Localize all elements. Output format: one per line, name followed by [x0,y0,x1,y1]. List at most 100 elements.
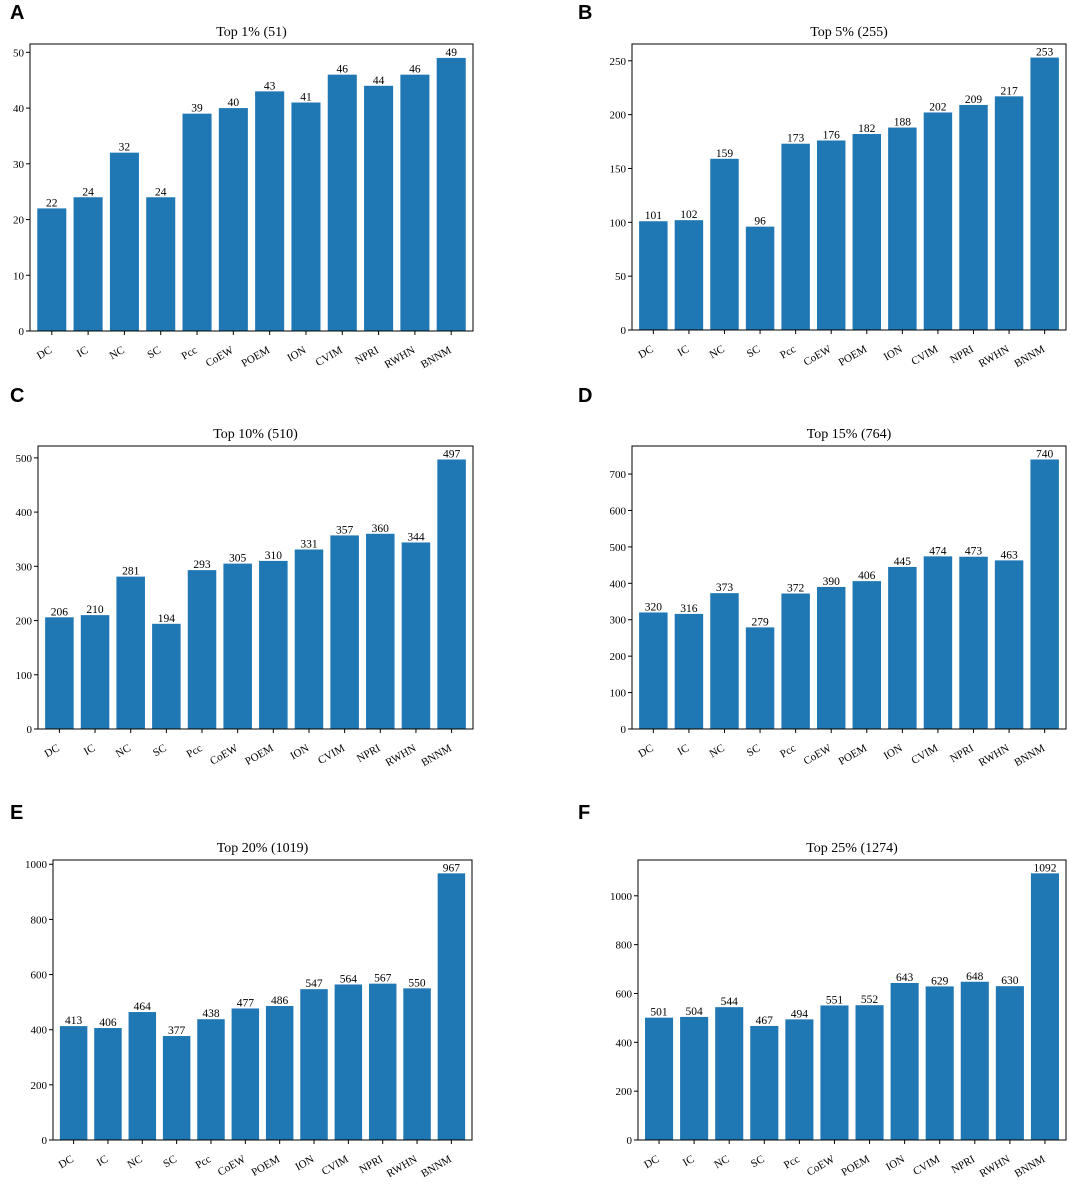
y-tick-label: 600 [31,970,48,982]
data-label: 202 [929,101,947,113]
data-label: 39 [191,103,203,115]
data-label: 24 [82,186,94,198]
bar-ic [674,220,704,330]
bar-dc [639,612,668,729]
x-tick-label: RWHN [978,1153,1013,1180]
y-tick-label: 800 [616,940,633,952]
data-label: 344 [407,531,425,543]
data-label: 1092 [1033,862,1056,874]
bar-coew [816,140,846,330]
data-label: 643 [896,972,914,984]
x-tick-label: CoEW [805,1153,837,1179]
x-tick-label: RWHN [383,344,418,371]
bar-pcc [197,1019,225,1140]
bar-ion [890,982,919,1140]
data-label: 377 [168,1025,186,1037]
x-tick-label: NC [125,1153,144,1171]
x-tick-label: SC [145,344,163,361]
bar-poem [852,134,882,330]
y-tick-label: 300 [610,615,627,627]
x-tick-label: DC [636,742,655,760]
data-label: 473 [965,546,983,558]
bar-ic [73,197,103,331]
panel-letter-a: A [10,2,25,24]
chart-title: Top 10% (510) [213,427,298,442]
data-label: 551 [826,994,844,1006]
y-tick-label: 600 [616,988,633,1000]
bar-dc [37,208,67,331]
y-tick-label: 200 [610,651,627,663]
x-tick-label: IC [676,742,692,758]
x-tick-label: CVIM [909,343,940,368]
x-tick-label: Pcc [180,344,200,362]
y-tick-label: 1000 [25,859,48,871]
data-label: 564 [340,973,358,985]
y-tick-label: 1000 [610,891,633,903]
bar-ion [300,989,328,1140]
data-label: 173 [787,133,805,145]
bar-cvim [923,556,953,729]
bar-pcc [781,593,810,729]
x-tick-label: Pcc [778,343,798,361]
data-label: 390 [823,576,841,588]
x-tick-label: DC [642,1153,661,1171]
bar-bnnm [437,873,466,1140]
data-label: 494 [791,1008,809,1020]
y-tick-label: 50 [13,47,25,59]
bar-ic [680,1016,709,1140]
bar-nc [710,593,739,729]
x-tick-label: NPRI [948,742,976,765]
x-tick-label: IC [75,344,91,360]
x-tick-label: NC [712,1153,731,1171]
bar-nc [715,1007,744,1140]
chart-c: Top 10% (510) 206 DC 210 IC 281 NC 194 SC 293 Pcc 3… [16,427,474,769]
x-tick-label: POEM [837,742,870,768]
x-tick-label: SC [745,742,763,759]
bar-bnnm [1030,873,1059,1140]
x-tick-label: RWHN [385,1153,420,1180]
bar-poem [265,1005,294,1140]
bar-pcc [182,113,212,331]
bar-sc [745,226,775,330]
x-tick-label: NC [114,742,133,760]
y-tick-label: 0 [19,326,25,338]
y-tick-label: 100 [16,670,33,682]
x-tick-label: CoEW [216,1153,248,1179]
chart-title: Top 25% (1274) [806,841,898,856]
data-label: 293 [193,559,211,571]
x-tick-label: NPRI [353,344,381,367]
data-label: 544 [721,996,739,1008]
data-label: 547 [305,978,323,990]
y-tick-label: 400 [610,578,627,590]
data-label: 209 [965,94,983,106]
y-tick-label: 10 [13,270,25,282]
bar-bnnm [1030,57,1059,330]
x-tick-label: CVIM [909,742,940,767]
x-tick-label: NPRI [949,1153,977,1176]
bar-dc [639,221,668,330]
bar-ion [291,102,321,331]
x-tick-label: ION [285,344,308,364]
bar-pcc [785,1019,814,1140]
y-tick-label: 500 [610,542,627,554]
y-tick-label: 250 [610,56,627,68]
y-tick-label: 400 [31,1025,48,1037]
data-label: 967 [443,862,461,874]
x-tick-label: DC [35,344,54,362]
data-label: 49 [445,47,457,59]
bar-rwhn [994,560,1024,729]
bar-nc [128,1012,157,1140]
data-label: 438 [202,1008,220,1020]
data-label: 316 [680,603,698,615]
data-label: 24 [155,186,167,198]
y-tick-label: 200 [16,616,33,628]
data-label: 320 [645,601,663,613]
data-label: 567 [374,973,392,985]
panel-letter-b: B [578,2,593,24]
panel-letter-c: C [10,385,25,407]
data-label: 474 [929,545,947,557]
data-label: 159 [716,148,734,160]
bar-dc [645,1017,674,1140]
data-label: 630 [1001,975,1019,987]
chart-title: Top 15% (764) [807,427,892,442]
